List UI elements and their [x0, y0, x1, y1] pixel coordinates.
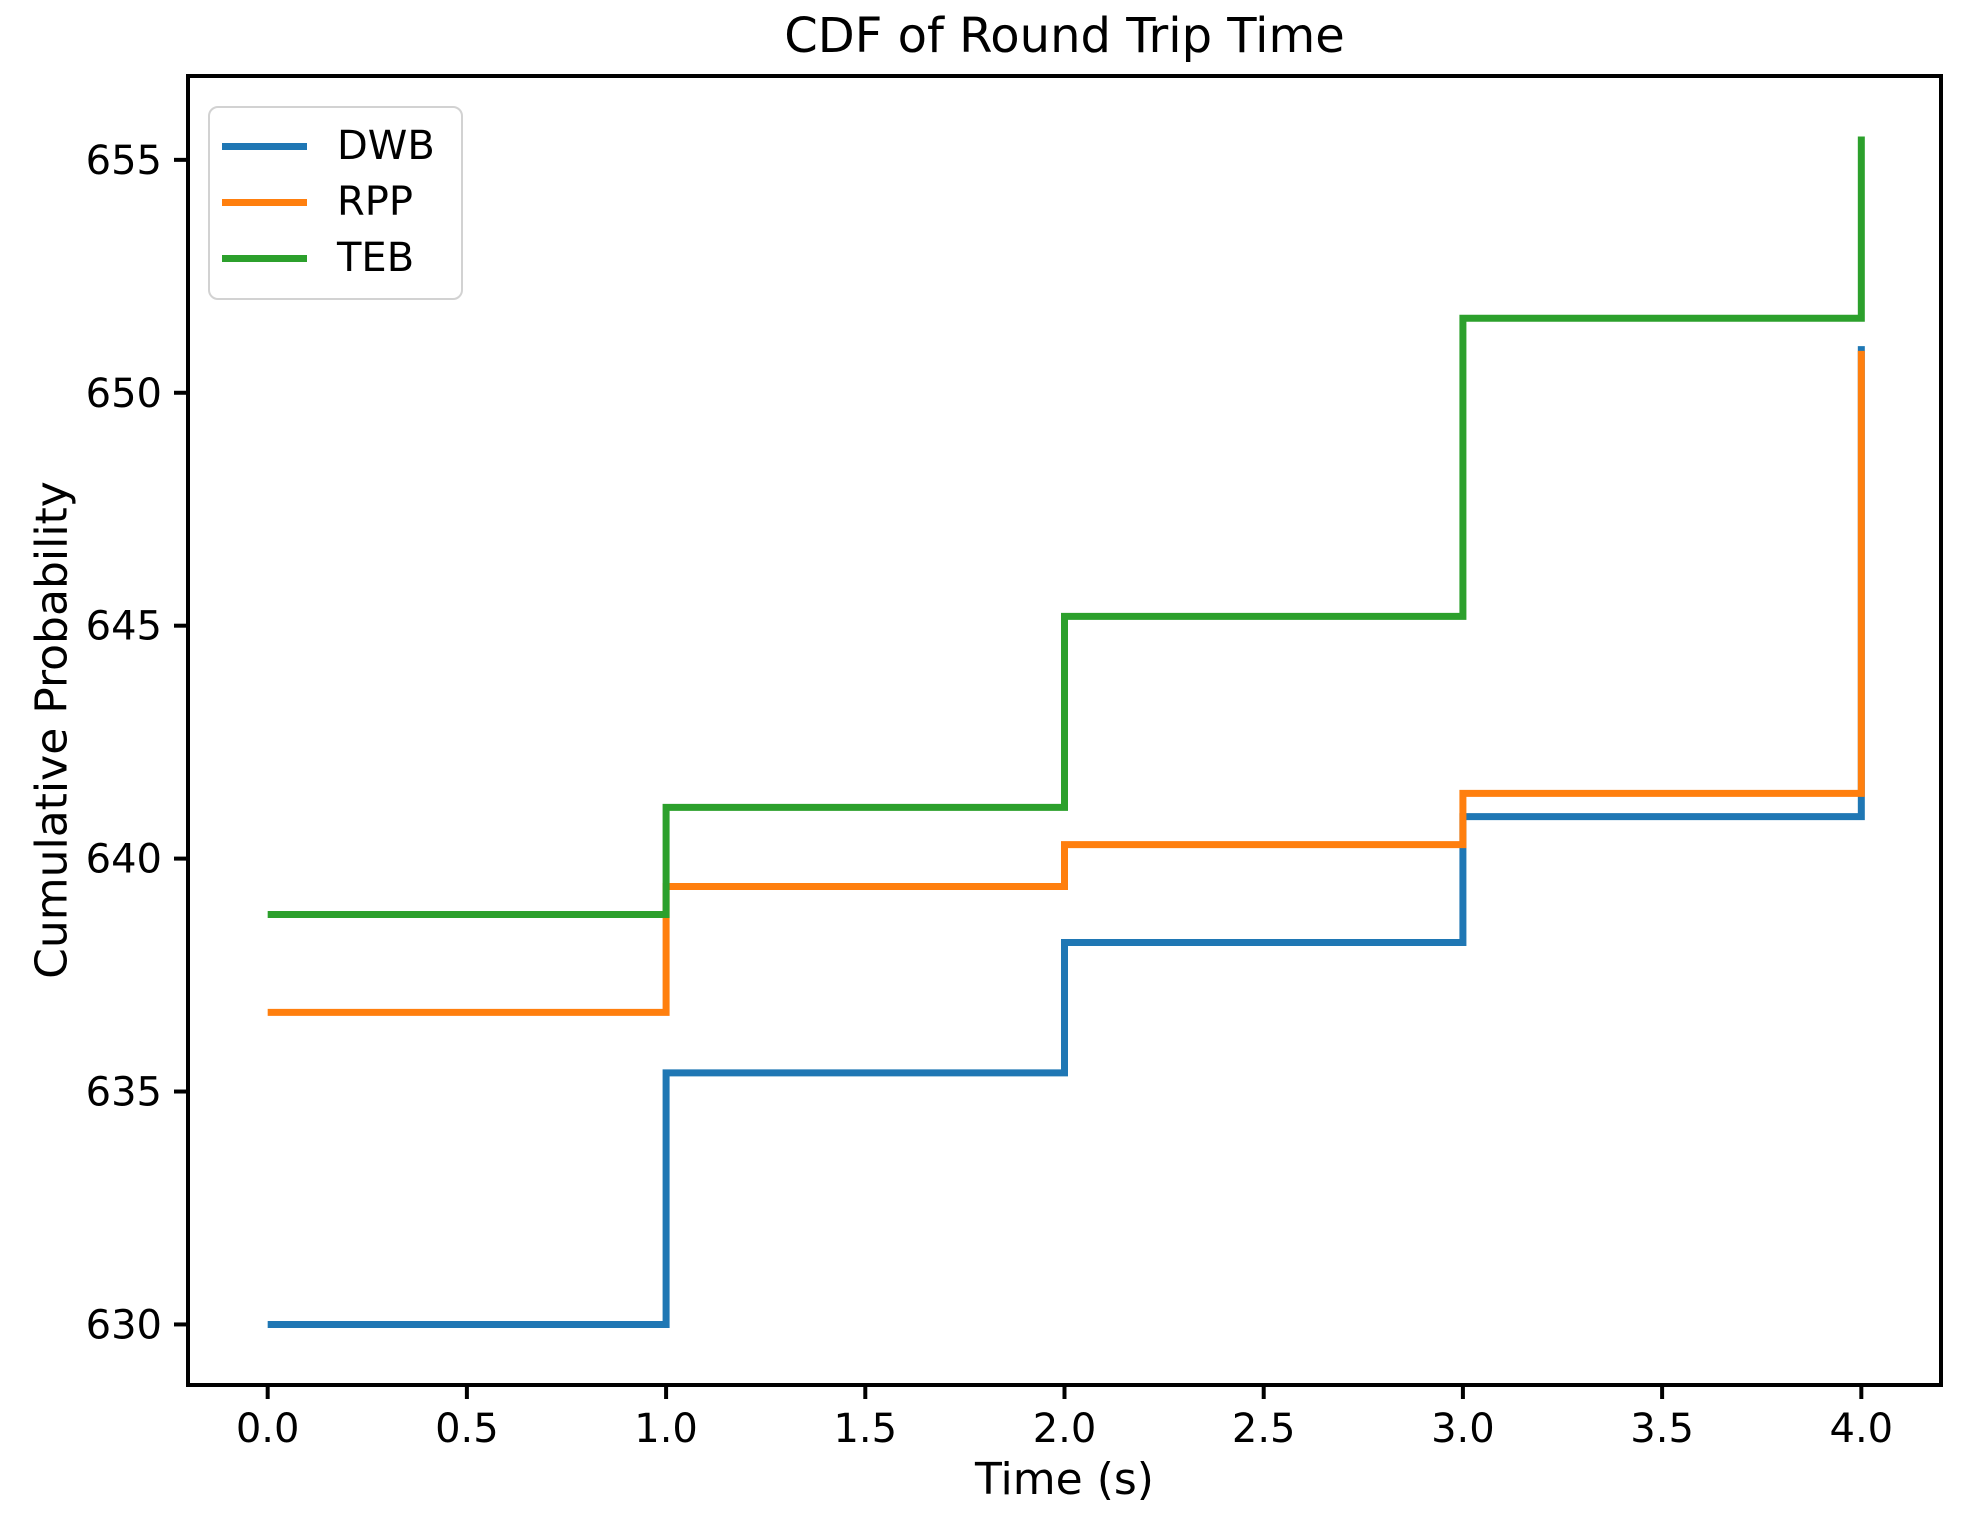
y-tick-label: 655: [86, 138, 162, 184]
x-axis-label: Time (s): [975, 1454, 1154, 1505]
y-tick-label: 645: [86, 604, 162, 650]
x-tick-label: 3.5: [1630, 1406, 1694, 1452]
legend-line-swatch: [222, 254, 307, 262]
y-tick-label: 630: [86, 1302, 162, 1348]
x-tick-label: 2.5: [1232, 1406, 1296, 1452]
x-tick-label: 2.0: [1033, 1406, 1097, 1452]
chart-title: CDF of Round Trip Time: [784, 8, 1345, 64]
legend-line-swatch: [222, 198, 307, 206]
x-tick-label: 0.5: [435, 1406, 499, 1452]
legend-line-swatch: [222, 142, 307, 150]
x-tick-label: 4.0: [1830, 1406, 1894, 1452]
x-tick-label: 0.0: [236, 1406, 300, 1452]
y-tick-label: 635: [86, 1070, 162, 1116]
legend: DWB RPP TEB: [208, 106, 463, 300]
y-tick-label: 640: [86, 837, 162, 883]
legend-entry-label: DWB: [337, 123, 435, 169]
x-tick-label: 3.0: [1431, 1406, 1495, 1452]
series-line-DWB: [267, 346, 1865, 1328]
y-tick-label: 650: [86, 371, 162, 417]
x-tick-label: 1.5: [833, 1406, 897, 1452]
legend-entry-DWB: DWB: [222, 120, 435, 172]
x-tick-label: 1.0: [634, 1406, 698, 1452]
legend-entry-TEB: TEB: [222, 232, 435, 284]
legend-entry-RPP: RPP: [222, 176, 435, 228]
series-line-RPP: [267, 350, 1865, 1016]
legend-entry-label: RPP: [337, 179, 414, 225]
series-line-TEB: [267, 136, 1865, 919]
legend-entry-label: TEB: [337, 235, 415, 281]
